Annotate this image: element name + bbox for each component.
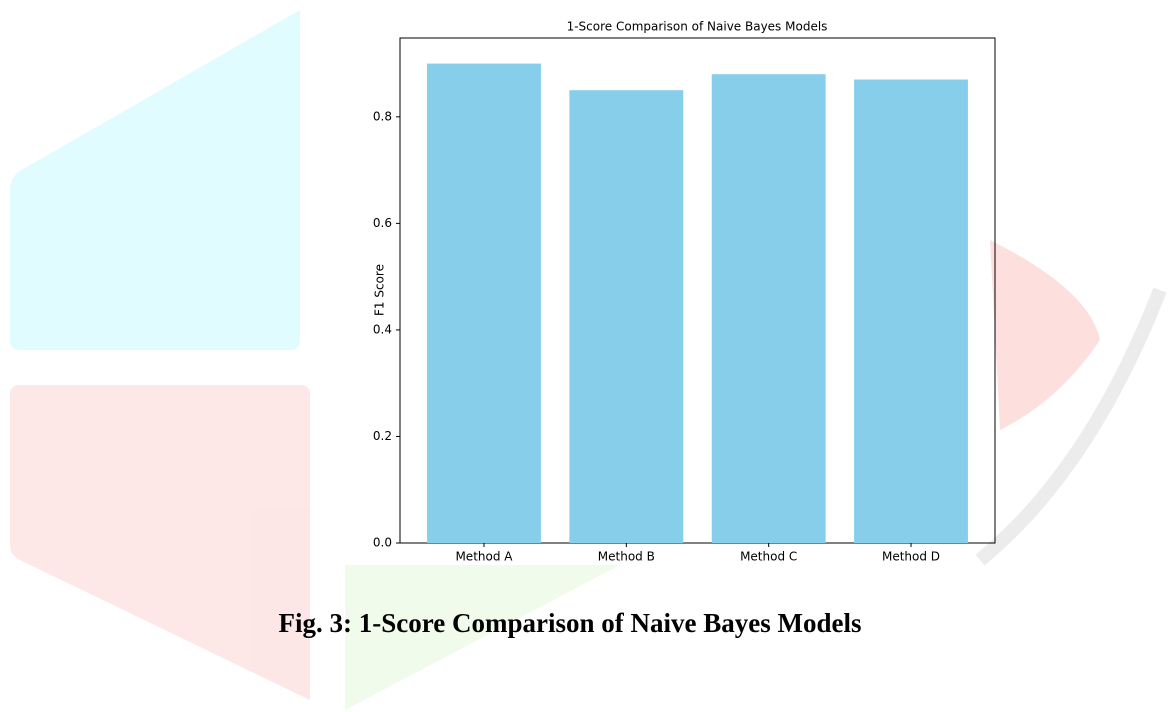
x-tick-label: Method C bbox=[740, 550, 797, 564]
x-tick-label: Method B bbox=[598, 550, 655, 564]
bar bbox=[569, 90, 683, 543]
page: 1-Score Comparison of Naive Bayes Models… bbox=[0, 0, 1176, 712]
x-tick-label: Method A bbox=[455, 550, 513, 564]
watermark-shape bbox=[10, 385, 310, 700]
y-tick-label: 0.4 bbox=[373, 322, 392, 336]
bar bbox=[712, 74, 826, 543]
bar bbox=[427, 64, 541, 543]
y-tick-label: 0.2 bbox=[373, 429, 392, 443]
x-tick-label: Method D bbox=[882, 550, 940, 564]
watermark-shape bbox=[990, 240, 1100, 430]
chart-title: 1-Score Comparison of Naive Bayes Models bbox=[567, 20, 828, 34]
y-tick-label: 0.6 bbox=[373, 216, 392, 230]
y-axis-label: F1 Score bbox=[373, 264, 387, 316]
y-tick-label: 0.8 bbox=[373, 109, 392, 123]
figure-caption: Fig. 3: 1-Score Comparison of Naive Baye… bbox=[279, 608, 862, 638]
y-tick-label: 0.0 bbox=[373, 536, 392, 550]
chart: 1-Score Comparison of Naive Bayes Models… bbox=[0, 0, 1176, 712]
bar bbox=[854, 80, 968, 543]
watermark-shape bbox=[10, 10, 300, 350]
